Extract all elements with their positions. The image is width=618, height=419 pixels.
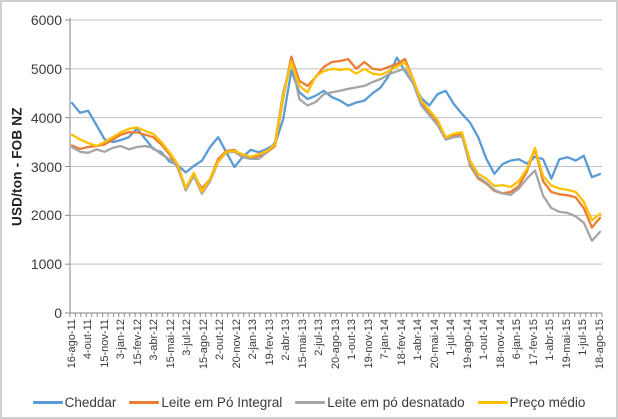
- x-tick-label-3-abr-12: 3-abr-12: [148, 319, 160, 361]
- x-tick-label-16-ago-11: 16-ago-11: [65, 319, 78, 369]
- legend-label-leite-em-po-integral: Leite em Pó Integral: [161, 394, 283, 410]
- x-tick-label-1-out-14: 1-out-14: [478, 319, 490, 360]
- y-tick-label-0: 0: [54, 305, 62, 321]
- x-tick-label-6-jan-15: 6-jan-15: [511, 319, 523, 360]
- series-line-leite-em-po-desnatado: [70, 60, 602, 242]
- y-tick-label-4000: 4000: [30, 109, 62, 126]
- x-tick-label-3-jan-12: 3-jan-12: [115, 319, 127, 360]
- x-tick-label-2-out-12: 2-out-12: [214, 319, 226, 360]
- x-tick-label-1-out-13: 1-out-13: [346, 319, 358, 360]
- y-tick-label-6000: 6000: [30, 12, 62, 28]
- x-tick-label-20-mai-14: 20-mai-14: [428, 319, 441, 369]
- y-tick-label-1000: 1000: [30, 256, 62, 273]
- legend-item-cheddar: Cheddar: [32, 394, 117, 410]
- x-tick-label-15-fev-12: 15-fev-12: [131, 319, 144, 366]
- y-tick-label-3000: 3000: [30, 158, 62, 175]
- legend-swatch-leite-em-po-desnatado: [295, 400, 326, 404]
- y-tick-label-5000: 5000: [30, 60, 62, 77]
- x-tick-label-19-ago-14: 19-ago-14: [461, 319, 474, 370]
- x-tick-label-1-abr-14: 1-abr-14: [412, 319, 424, 361]
- legend-item-leite-em-po-desnatado: Leite em pó desnatado: [295, 394, 465, 410]
- x-tick-label-18-ago-15: 18-ago-15: [593, 319, 606, 370]
- x-tick-label-15-mai-12: 15-mai-12: [164, 319, 177, 369]
- x-tick-label-2-jan-13: 2-jan-13: [247, 319, 259, 360]
- x-tick-label-15-mai-13: 15-mai-13: [296, 319, 309, 369]
- y-tick-label-2000: 2000: [30, 207, 62, 224]
- x-tick-label-4-out-11: 4-out-11: [82, 319, 94, 360]
- legend-swatch-cheddar: [32, 400, 63, 404]
- x-tick-label-20-nov-12: 20-nov-12: [230, 319, 243, 369]
- x-tick-label-7-jan-14: 7-jan-14: [379, 319, 391, 360]
- series-line-leite-em-po-integral: [70, 55, 602, 229]
- legend-item-leite-em-po-integral: Leite em Pó Integral: [129, 395, 282, 410]
- legend-swatch-preco-medio: [477, 400, 508, 404]
- legend-label-cheddar: Cheddar: [64, 394, 117, 410]
- x-tick-label-15-nov-11: 15-nov-11: [98, 319, 111, 368]
- x-tick-label-19-nov-13: 19-nov-13: [362, 319, 375, 369]
- x-tick-label-2-jul-13: 2-jul-13: [313, 319, 325, 356]
- series-line-preco-medio: [70, 60, 602, 222]
- x-tick-label-15-ago-12: 15-ago-12: [197, 319, 210, 370]
- legend-label-preco-medio: Preço médio: [509, 394, 586, 410]
- x-tick-label-2-abr-13: 2-abr-13: [280, 319, 292, 361]
- x-tick-label-20-ago-13: 20-ago-13: [329, 319, 342, 370]
- x-tick-label-3-jul-12: 3-jul-12: [181, 319, 193, 356]
- x-tick-label-19-mai-15: 19-mai-15: [560, 319, 573, 369]
- series-line-cheddar: [70, 56, 602, 180]
- legend-swatch-leite-em-po-integral: [129, 400, 160, 404]
- x-tick-label-19-fev-13: 19-fev-13: [263, 319, 276, 366]
- legend-label-leite-em-po-desnatado: Leite em pó desnatado: [327, 394, 465, 410]
- x-tick-label-18-nov-14: 18-nov-14: [494, 319, 507, 369]
- x-tick-label-17-fev-15: 17-fev-15: [527, 319, 540, 366]
- x-tick-label-1-jul-15: 1-jul-15: [577, 319, 589, 356]
- x-tick-label-1-jul-14: 1-jul-14: [445, 319, 457, 356]
- chart-legend: Cheddar Leite em Pó Integral Leite em pó d…: [2, 390, 616, 414]
- x-tick-label-18-fev-14: 18-fev-14: [395, 319, 408, 366]
- legend-item-preco-medio: Preço médio: [477, 394, 586, 410]
- x-tick-label-1-abr-15: 1-abr-15: [544, 319, 556, 361]
